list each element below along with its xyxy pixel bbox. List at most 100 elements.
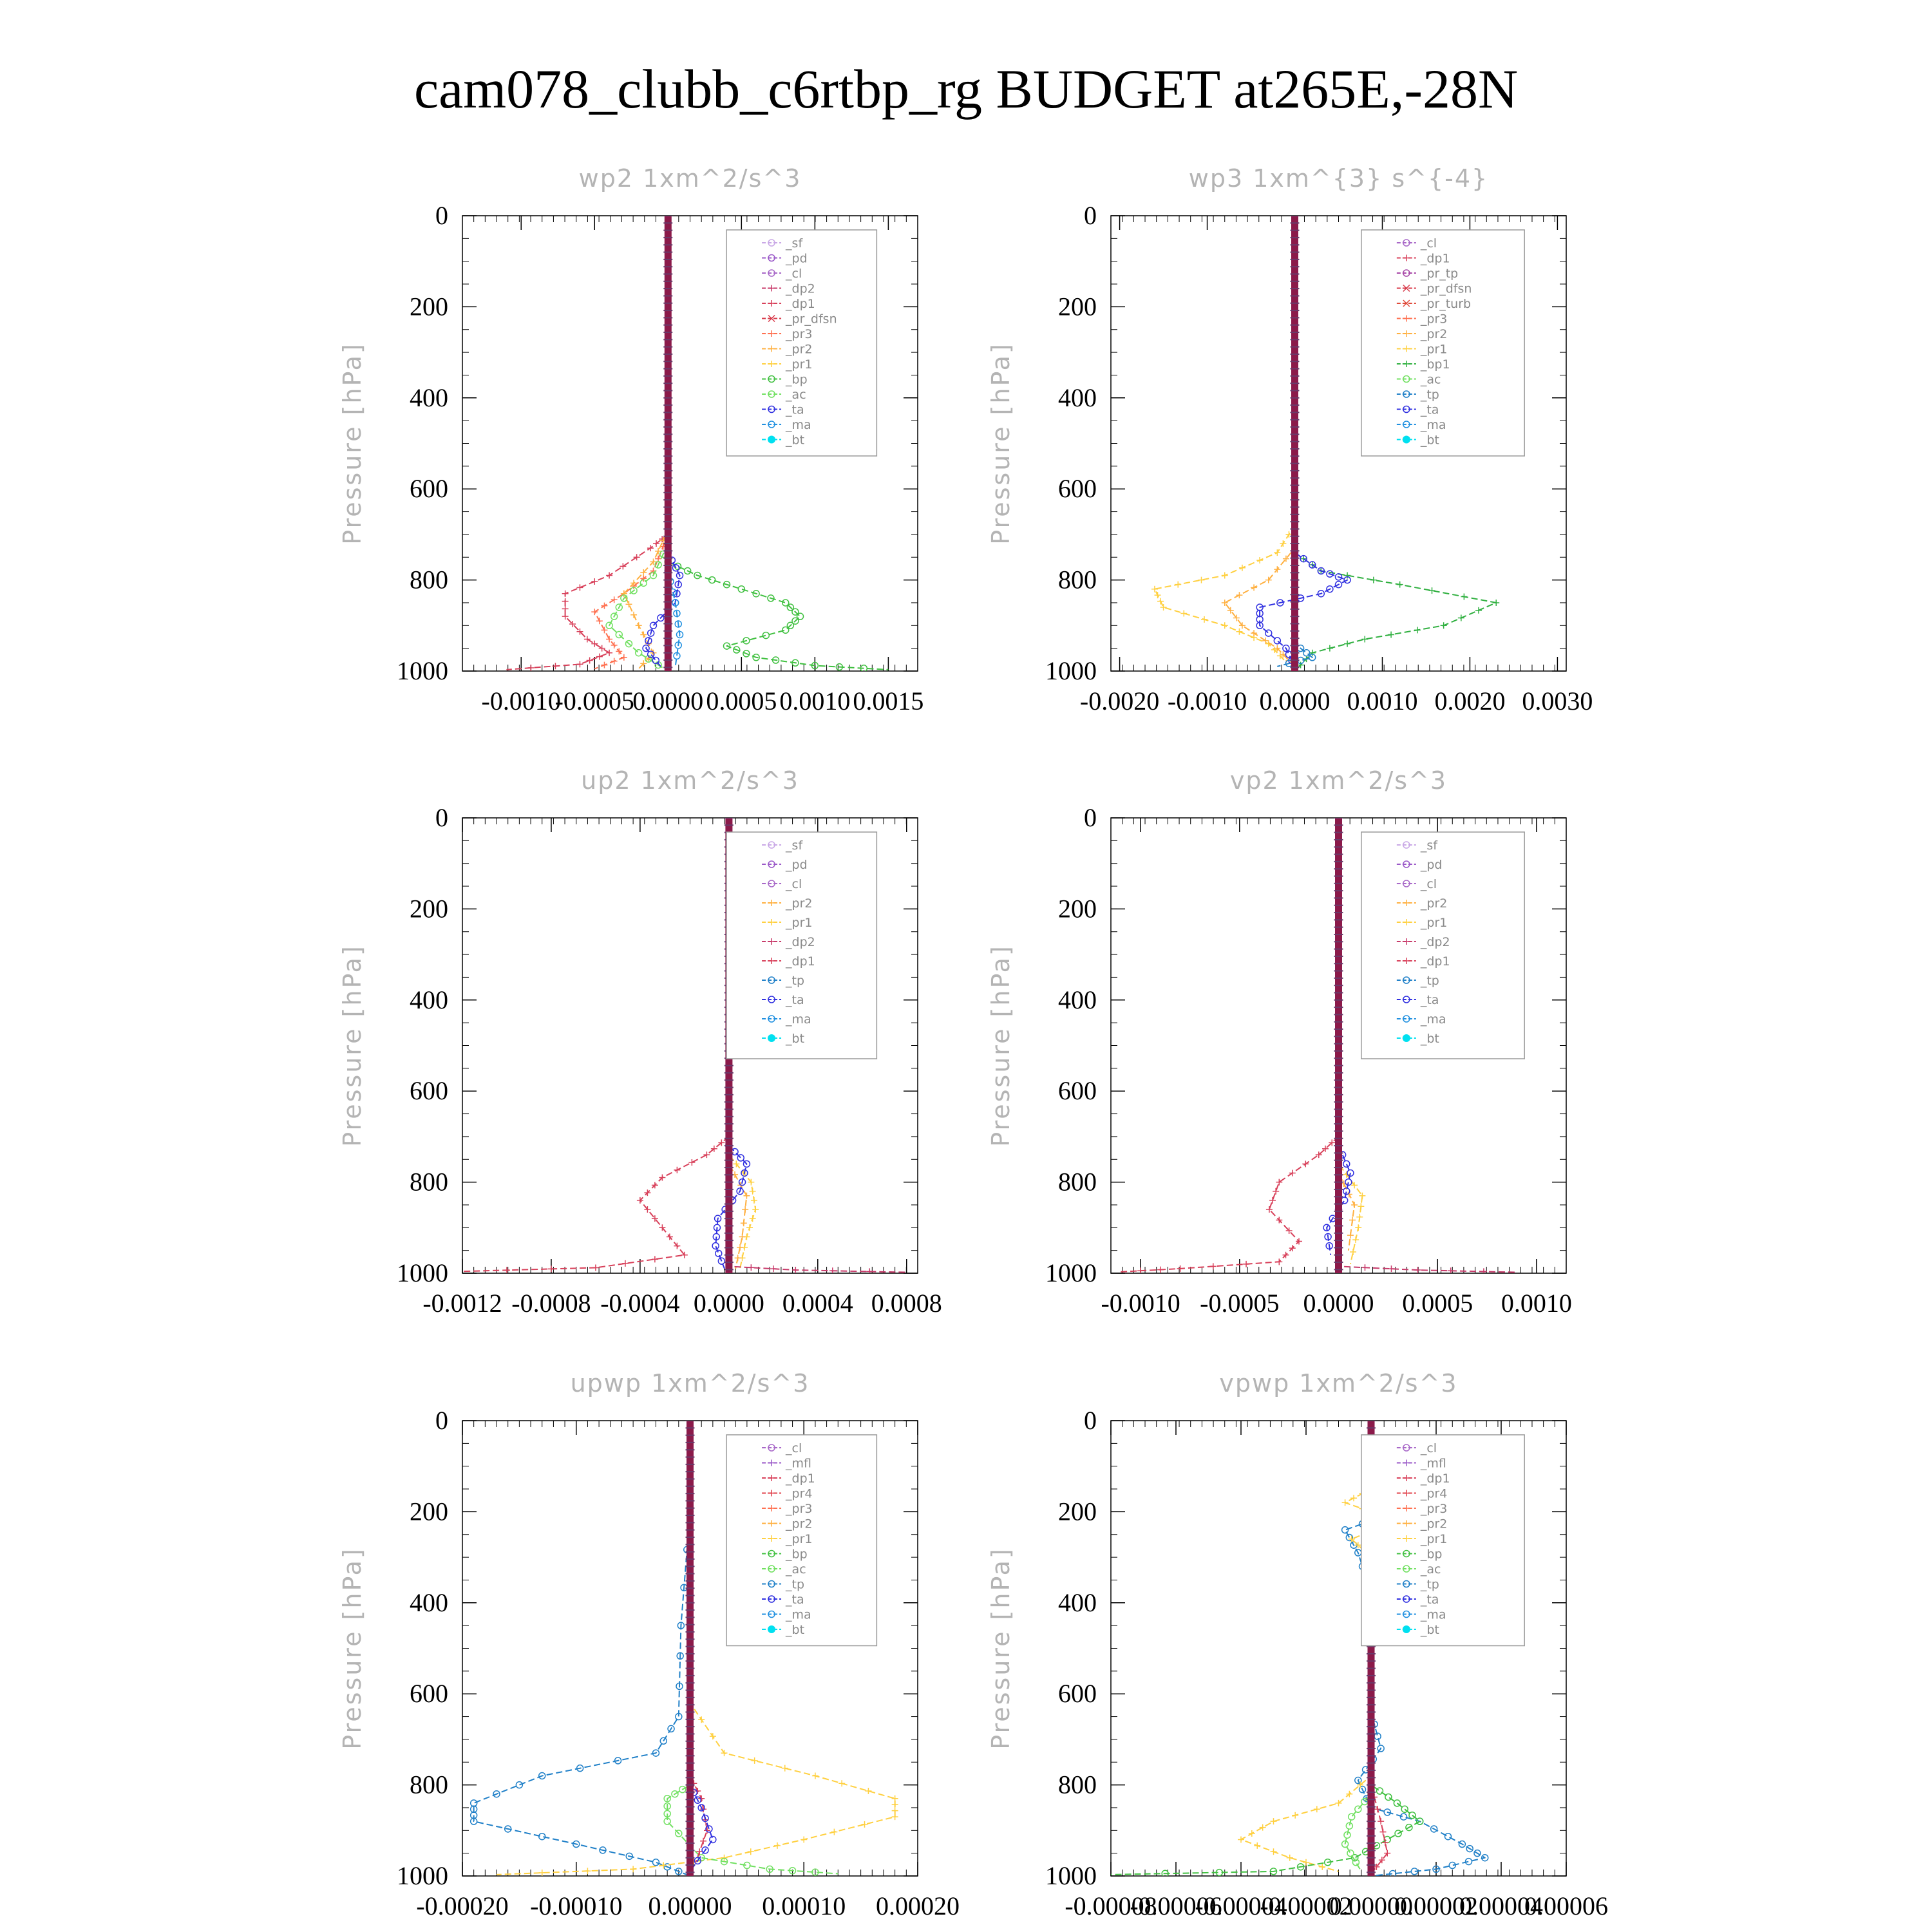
marker-_tp — [1388, 1870, 1397, 1876]
marker-_tp — [677, 1622, 685, 1629]
marker-_bp — [743, 650, 750, 658]
marker-_pr1 — [538, 1870, 545, 1876]
y-tick-label: 400 — [1058, 985, 1097, 1014]
legend-label: _dp1 — [1420, 252, 1450, 266]
marker-_dp1 — [674, 1242, 681, 1249]
y-axis-title: Pressure [hPa] — [987, 944, 1015, 1147]
marker-_pr2 — [737, 1244, 744, 1251]
legend-label: _dp2 — [785, 935, 815, 949]
marker-_bp — [752, 590, 760, 598]
marker-_pr2 — [739, 1233, 746, 1240]
marker-_pr1 — [1270, 1818, 1277, 1825]
marker-_ta — [712, 1233, 721, 1241]
marker-_pr3 — [1403, 315, 1410, 322]
marker-_ta — [674, 580, 683, 589]
marker-_ac — [620, 594, 628, 602]
x-tick-label: 0.00020 — [876, 1891, 960, 1920]
marker-_pr2 — [630, 611, 638, 618]
marker-_dp1 — [576, 661, 583, 668]
marker-_tp — [1377, 1745, 1385, 1752]
x-tick-label: 0.00010 — [762, 1891, 846, 1920]
legend: _cl_dp1_pr_tp_pr_dfsn_pr_turb_pr3_pr2 _pr… — [1361, 229, 1525, 457]
legend-label: _pr1 — [1420, 916, 1447, 930]
y-tick-label: 400 — [410, 1588, 448, 1617]
marker-_bp1 — [1440, 622, 1447, 629]
marker-_dp1 — [768, 958, 775, 964]
marker-_bp1 — [1461, 593, 1468, 600]
marker-_bp — [786, 621, 795, 630]
marker-_ta — [768, 405, 775, 413]
marker-_ac — [1352, 1859, 1360, 1866]
marker-_tp — [1403, 1580, 1410, 1588]
marker-_pr1 — [831, 1828, 838, 1835]
series-line-pr1 — [1154, 216, 1296, 663]
legend-label: _ta — [785, 1593, 804, 1607]
x-tick-label: -0.0004 — [600, 1289, 679, 1318]
marker-_bp1 — [1414, 627, 1421, 634]
marker-_tp — [652, 1859, 660, 1866]
y-tick-label: 1000 — [397, 656, 448, 685]
marker-_ac — [605, 621, 613, 630]
marker-_dp1 — [653, 540, 660, 547]
marker-_pr1 — [749, 1215, 756, 1222]
marker-_bp — [1401, 1805, 1408, 1814]
marker-_pr1 — [1259, 1824, 1266, 1831]
marker-_dp1 — [1302, 1160, 1309, 1168]
marker-_bp — [683, 567, 692, 575]
marker-_dp1 — [647, 545, 654, 552]
legend-label: _pr1 — [1420, 343, 1447, 357]
legend-label: _cl — [785, 267, 802, 281]
series-line-bp — [667, 216, 889, 670]
y-tick-label: 800 — [410, 1770, 448, 1799]
marker-_dp1 — [659, 1174, 666, 1181]
marker-_ma — [1403, 421, 1410, 428]
marker-_pr1 — [781, 1765, 788, 1772]
marker-_bp — [1376, 1787, 1384, 1795]
marker-_pr1 — [1403, 1535, 1410, 1542]
marker-_bp — [1403, 1549, 1410, 1558]
marker-_ta — [738, 1178, 746, 1186]
marker-_tp — [1444, 1832, 1452, 1841]
marker-_ac — [1341, 1840, 1349, 1848]
marker-_pr3 — [1403, 1505, 1410, 1511]
marker-_bp — [1161, 1870, 1169, 1876]
marker-_dp1 — [700, 1806, 707, 1813]
x-tick-label: -0.00008 — [1065, 1891, 1157, 1920]
legend-label: _pr2 — [1420, 1517, 1447, 1531]
marker-_tp — [515, 1781, 524, 1789]
marker-_dp1 — [1378, 1857, 1385, 1864]
legend-box — [726, 831, 878, 1059]
marker-_dp1 — [703, 1151, 710, 1159]
marker-_dp1 — [636, 1197, 643, 1204]
y-tick-label: 600 — [410, 1679, 448, 1708]
x-tick-label: 0.0004 — [782, 1289, 853, 1318]
marker-_bp — [743, 637, 750, 645]
legend: _cl_mfl_dp1_pr4_pr3_pr2_pr1_bp_ac_tp_ta_… — [726, 1434, 878, 1647]
legend-label: _ma — [785, 418, 811, 432]
marker-_pr2 — [1238, 622, 1245, 629]
y-tick-label: 1000 — [397, 1861, 448, 1890]
legend-label: _dp1 — [785, 954, 815, 969]
marker-_pr2 — [650, 558, 657, 565]
marker-_dp1 — [768, 300, 775, 307]
marker-_pr2 — [1403, 900, 1410, 906]
marker-_sf — [1403, 841, 1410, 849]
legend-label: _pr2 — [785, 1517, 812, 1531]
marker-_ta — [1343, 576, 1351, 584]
marker-_pr_dfsn — [768, 314, 775, 323]
marker-_dp1 — [527, 665, 535, 671]
y-axis-title: Pressure [hPa] — [338, 944, 366, 1147]
marker-_pr1 — [1357, 1781, 1364, 1788]
marker-_bp — [723, 642, 731, 650]
marker-_bp — [1394, 1830, 1402, 1837]
y-tick-label: 600 — [1058, 1076, 1097, 1105]
chart-panel-3: 0 200 400 600 800 1000-0.0012 -0.0008 -0.0004 0.… — [338, 766, 942, 1318]
x-tick-label: 0.0020 — [1434, 687, 1505, 715]
plot-area — [1151, 216, 1500, 671]
marker-_dp2 — [770, 1265, 777, 1273]
marker-_pr2 — [1251, 584, 1258, 591]
marker-_bp — [1296, 1863, 1305, 1871]
marker-_mfl — [1403, 1459, 1410, 1466]
marker-_pr1 — [1151, 585, 1158, 592]
marker-_pr2 — [620, 590, 627, 597]
